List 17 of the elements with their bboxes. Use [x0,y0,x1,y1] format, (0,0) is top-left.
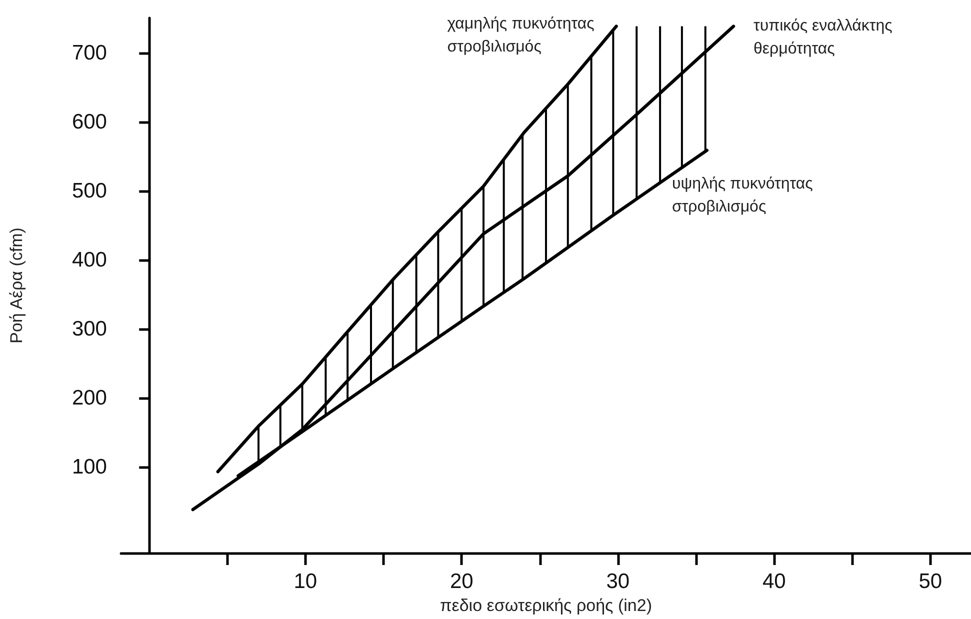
x-tick-label: 50 [918,570,942,593]
x-tick-label: 10 [294,570,318,593]
x-axis-title: πεδιο εσωτερικής ροής (in2) [440,596,652,615]
x-tick-label: 30 [606,570,630,593]
y-tick-label: 700 [72,42,107,65]
y-axis-title: Ροή Αέρα (cfm) [7,228,26,344]
y-tick-label: 300 [72,317,107,340]
y-tick-label: 200 [72,386,107,410]
series-label: υψηλής πυκνότητας στροβιλισμός [672,175,814,216]
x-tick-label: 40 [762,570,786,593]
series-label: χαμηλής πυκνότητας στροβιλισμός [447,15,595,56]
y-tick-label: 500 [72,180,107,203]
y-tick-label: 100 [72,455,107,478]
series-label: τυπικός εναλλάκτης θερμότητας [754,17,893,58]
y-tick-label: 600 [72,110,107,134]
y-tick-label: 400 [72,248,107,272]
x-tick-label: 20 [450,570,474,593]
